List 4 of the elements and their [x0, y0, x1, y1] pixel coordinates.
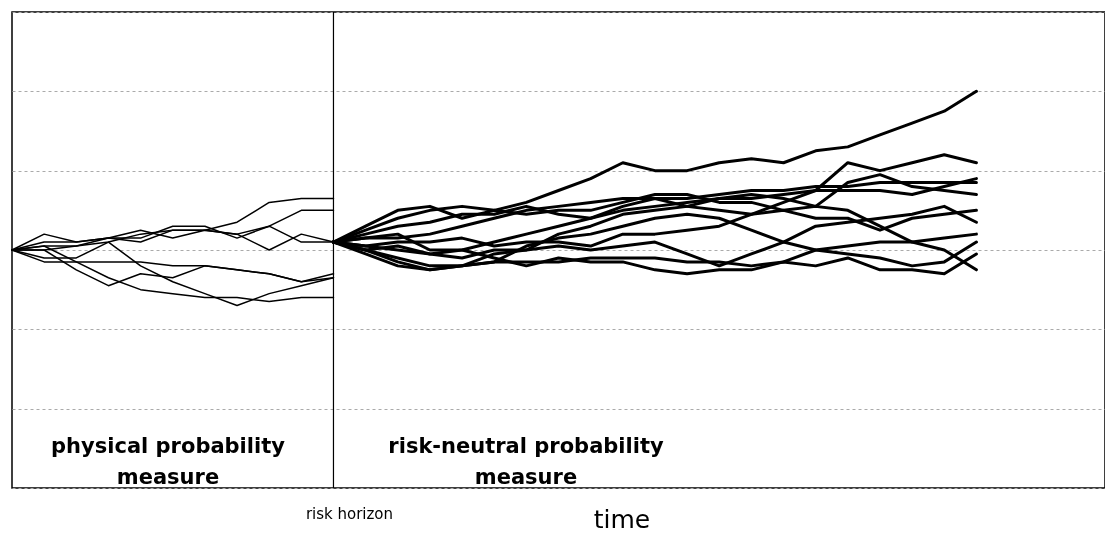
x-axis-title: time — [593, 505, 651, 533]
text: risk horizon — [305, 505, 394, 523]
annotation: risk-neutral probability measure — [388, 434, 664, 489]
annotation: physical probability measure — [51, 434, 286, 489]
